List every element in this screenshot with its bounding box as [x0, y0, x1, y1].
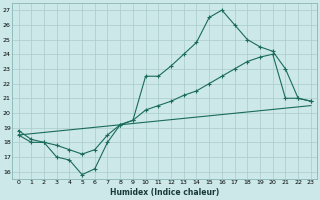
X-axis label: Humidex (Indice chaleur): Humidex (Indice chaleur) — [110, 188, 219, 197]
